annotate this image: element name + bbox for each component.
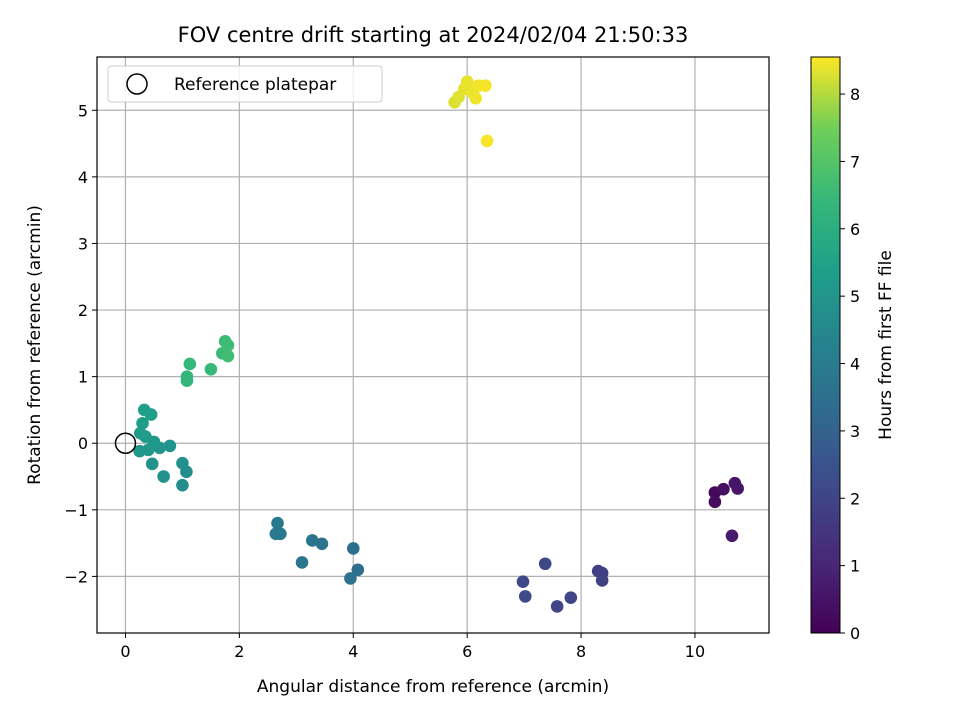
scatter-point xyxy=(295,556,309,569)
scatter-point xyxy=(344,572,357,585)
y-tick-label: 0 xyxy=(78,434,88,453)
scatter-point xyxy=(516,575,530,589)
scatter-point xyxy=(157,470,170,483)
scatter-point xyxy=(315,537,329,551)
colorbar-tick-label: 7 xyxy=(850,152,860,171)
colorbar-tick-label: 3 xyxy=(850,422,860,441)
scatter-point xyxy=(708,495,722,509)
chart-title: FOV centre drift starting at 2024/02/04 … xyxy=(178,23,689,47)
colorbar-tick-label: 4 xyxy=(850,355,860,374)
scatter-point xyxy=(136,416,149,430)
scatter-point xyxy=(221,349,235,363)
scatter-point xyxy=(346,542,360,555)
y-axis-label: Rotation from reference (arcmin) xyxy=(25,205,45,485)
scatter-point xyxy=(145,457,159,471)
grid xyxy=(97,57,769,633)
colorbar-tick-label: 1 xyxy=(850,557,860,576)
y-tick-label: 1 xyxy=(78,368,88,387)
legend: Reference platepar xyxy=(107,65,383,103)
colorbar-tick-label: 5 xyxy=(850,287,860,306)
y-tick-label: 4 xyxy=(78,168,88,187)
x-axis-label: Angular distance from reference (arcmin) xyxy=(257,677,609,697)
y-tick-label: 5 xyxy=(78,101,88,120)
scatter-point xyxy=(176,478,189,492)
colorbar-gradient xyxy=(810,56,841,634)
reference-platepar-marker xyxy=(114,432,137,454)
colorbar-tick-label: 6 xyxy=(850,220,860,239)
scatter-point xyxy=(595,574,609,587)
colorbar-tick-label: 2 xyxy=(850,489,860,508)
y-tick-label: −2 xyxy=(64,567,88,586)
x-ticks: 0 2 4 6 8 10 xyxy=(120,633,705,661)
scatter-point xyxy=(518,590,532,603)
scatter-point xyxy=(180,370,194,383)
scatter-point xyxy=(144,408,158,421)
scatter-point xyxy=(163,439,177,453)
legend-box xyxy=(107,65,383,103)
data-points xyxy=(114,75,744,613)
legend-label-reference: Reference platepar xyxy=(174,75,336,95)
colorbar-label: Hours from first FF file xyxy=(876,250,896,440)
x-tick-label: 2 xyxy=(234,642,244,661)
scatter-point xyxy=(480,134,494,148)
scatter-point xyxy=(564,591,578,605)
scatter-point xyxy=(133,426,147,440)
x-tick-label: 0 xyxy=(120,642,130,661)
scatter-point xyxy=(204,363,218,376)
scatter-point xyxy=(550,600,564,613)
y-ticks: −2 −1 0 1 2 3 4 5 xyxy=(64,101,97,586)
scatter-point xyxy=(479,79,492,92)
colorbar: 0 1 2 3 4 5 6 7 8 Hours from first FF file xyxy=(810,56,896,643)
x-tick-label: 8 xyxy=(576,642,586,661)
scatter-point xyxy=(469,91,483,105)
scatter-point xyxy=(305,534,319,547)
scatter-point xyxy=(221,339,235,352)
scatter-point xyxy=(351,563,365,577)
x-tick-label: 4 xyxy=(348,642,358,661)
x-tick-label: 6 xyxy=(462,642,472,661)
colorbar-tick-label: 8 xyxy=(850,85,860,104)
legend-marker-reference xyxy=(126,73,148,95)
scatter-point xyxy=(176,456,189,470)
colorbar-tick-label: 0 xyxy=(850,624,860,643)
y-tick-label: 3 xyxy=(78,234,88,253)
y-tick-label: −1 xyxy=(64,501,88,520)
x-tick-label: 10 xyxy=(685,642,705,661)
scatter-point xyxy=(271,516,284,530)
y-tick-label: 2 xyxy=(78,301,88,320)
scatter-point xyxy=(731,482,744,495)
scatter-point xyxy=(725,529,739,543)
colorbar-ticks: 0 1 2 3 4 5 6 7 8 xyxy=(840,85,860,643)
scatter-point xyxy=(717,482,730,496)
scatter-point xyxy=(274,527,287,541)
scatter-point xyxy=(183,357,197,371)
plot-frame xyxy=(96,56,770,634)
scatter-point xyxy=(538,557,552,571)
